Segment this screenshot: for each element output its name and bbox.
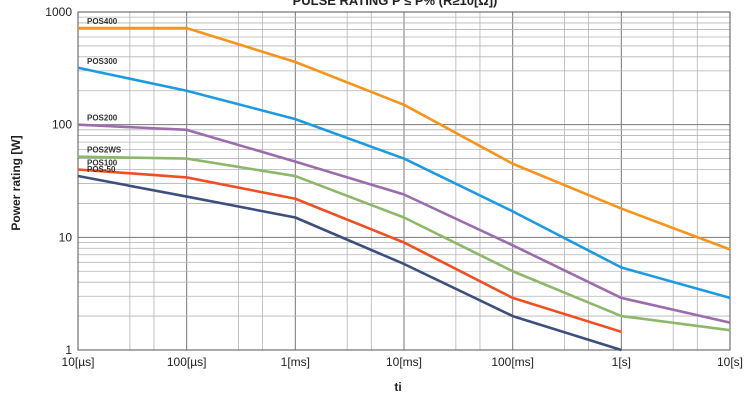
- tick-labels: 10[µs] 100[µs] 1[ms] 10[ms] 100[ms] 1[s] 10[s]…: [45, 5, 743, 369]
- y-axis-label: Power rating [W]: [9, 135, 23, 230]
- grid: [77, 11, 731, 351]
- series-label-pos400: POS400: [87, 17, 118, 26]
- y-tick-label: 1: [65, 343, 72, 357]
- y-tick-label: 10: [59, 230, 73, 244]
- x-tick-label: 10[ms]: [386, 355, 422, 369]
- series-label-pos100: POS100: [87, 159, 118, 168]
- x-axis-label: ti: [394, 380, 401, 394]
- series-line-pos300: [77, 66, 731, 300]
- series-line-pos200: [77, 123, 731, 324]
- x-tick-label: 1[ms]: [281, 355, 310, 369]
- plot-border: [77, 11, 731, 351]
- series-label-pos2ws: POS2WS: [87, 146, 122, 155]
- series-lines: [77, 26, 731, 352]
- series-line-pos2ws: [77, 155, 731, 332]
- x-tick-label: 100[µs]: [167, 355, 207, 369]
- chart-title: PULSE RATING P ≤ P% (R≥10[Ω]): [293, 0, 498, 8]
- series-label-pos200: POS200: [87, 114, 118, 123]
- series-line-pos400: [78, 26, 731, 251]
- y-tick-label: 100: [52, 118, 72, 132]
- series-label-pos-50: POS-50: [87, 165, 116, 174]
- x-tick-label: 10[s]: [717, 355, 743, 369]
- series-line-pos100: [77, 168, 622, 334]
- x-tick-label: 1[s]: [612, 355, 631, 369]
- x-tick-label: 100[ms]: [491, 355, 534, 369]
- series-line-pos-50: [77, 174, 622, 352]
- series-label-pos300: POS300: [87, 57, 118, 66]
- y-tick-label: 1000: [45, 5, 72, 19]
- x-tick-label: 10[µs]: [62, 355, 95, 369]
